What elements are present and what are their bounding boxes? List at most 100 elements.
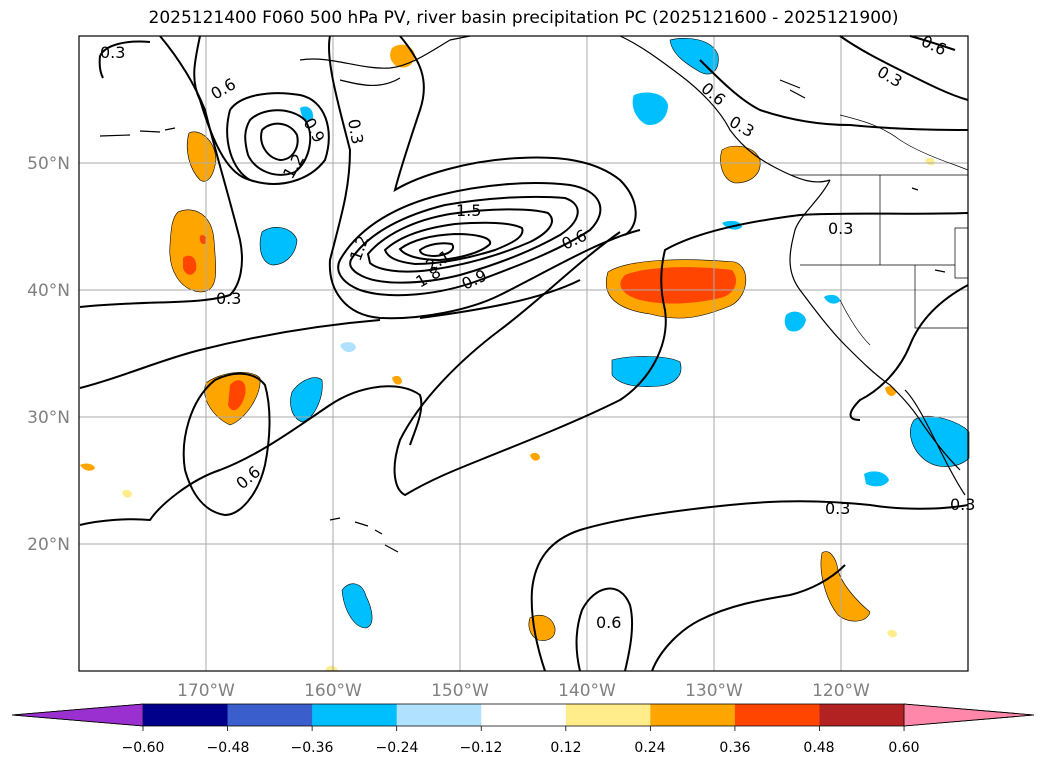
precipitation-shading (80, 37, 970, 671)
precip-patch (259, 227, 298, 266)
gridlines (79, 36, 968, 671)
map-frame (78, 35, 969, 672)
colorbar-tick-label: −0.48 (207, 740, 250, 756)
contour-label: 0.3 (344, 117, 367, 145)
contour-0.6-far-southeast (651, 564, 846, 672)
contour-label: 0.6 (596, 613, 621, 632)
latitude-labels: 50°N 40°N 30°N 20°N (27, 154, 70, 555)
precip-patch (632, 92, 668, 126)
political-borders (790, 114, 969, 346)
precip-patch (611, 356, 682, 387)
colorbar-tick-label: −0.24 (376, 740, 419, 756)
lon-label: 140°W (558, 681, 616, 701)
precip-patch (390, 44, 415, 68)
colorbar-segment (227, 704, 313, 726)
contour-label: 0.9 (459, 266, 490, 294)
contour-0.3-north-loop (79, 35, 243, 308)
precip-patch (392, 375, 402, 385)
contour-0.6-south-loop (575, 587, 634, 672)
contour-low-loop (260, 122, 299, 162)
contour-0.6-south (79, 385, 423, 526)
colorbar-segment (650, 704, 736, 726)
lon-label: 150°W (431, 681, 489, 701)
contour-jet-3 (366, 208, 553, 273)
contour-label: 0.6 (232, 462, 264, 493)
precip-patch (820, 551, 871, 622)
longitude-labels: 170°W 160°W 150°W 140°W 130°W 120°W (177, 681, 870, 701)
precip-patch (620, 267, 736, 304)
contour-label: 0.3 (874, 62, 906, 91)
contour-0.6-west (193, 35, 251, 181)
precip-patch (122, 489, 132, 498)
contour-0.6-west-loop (182, 372, 271, 517)
colorbar-tick-label: 0.60 (888, 740, 919, 756)
precip-patch (199, 235, 207, 245)
precip-patch (784, 311, 806, 332)
contour-label: 1.5 (456, 201, 481, 220)
precip-patch (169, 209, 217, 293)
colorbar-tick-label: −0.60 (122, 740, 165, 756)
precip-patch (885, 386, 896, 396)
colorbar-segment (396, 704, 482, 726)
colorbar (11, 703, 1035, 731)
contour-jet-4 (383, 221, 524, 266)
contour-0.6-ne (909, 35, 956, 51)
contour-label: 0.3 (216, 289, 241, 308)
colorbar-tick-label: 0.48 (803, 740, 834, 756)
precip-patch (720, 145, 761, 184)
precip-patch (864, 471, 889, 487)
colorbar-tick-label: 0.36 (719, 740, 750, 756)
precip-patch (183, 255, 197, 275)
colorbar-ticks: −0.60 −0.48 −0.36 −0.24 −0.12 0.12 0.24 … (122, 740, 920, 756)
colorbar-tick-label: −0.12 (460, 740, 503, 756)
contour-0.3-east (849, 284, 969, 421)
lat-label: 30°N (27, 408, 70, 428)
lon-label: 120°W (812, 681, 870, 701)
contour-jet-5 (398, 232, 492, 262)
contour-label: 0.6 (559, 226, 590, 254)
precip-patch (340, 342, 356, 353)
precip-patch (925, 157, 935, 166)
contour-0.6-jet-tail (393, 212, 969, 497)
precip-patch (669, 37, 719, 75)
precip-patch (824, 294, 840, 304)
colorbar-segment (565, 704, 651, 726)
contour-jet-2 (349, 195, 579, 284)
contour-label: 0.3 (828, 219, 853, 238)
precip-patch (341, 583, 373, 629)
lat-label: 20°N (27, 535, 70, 555)
precip-patch (910, 416, 970, 467)
contour-0.3-bc (699, 59, 969, 131)
lon-label: 170°W (177, 681, 235, 701)
lon-label: 160°W (304, 681, 362, 701)
map-title: 2025121400 F060 500 hPa PV, river basin … (148, 8, 899, 28)
contour-label: 0.6 (208, 74, 240, 103)
contour-label: 0.3 (100, 43, 125, 62)
contour-label: 0.3 (726, 112, 758, 141)
colorbar-tick-label: 0.24 (634, 740, 665, 756)
colorbar-tick-label: 0.12 (550, 740, 581, 756)
contour-inner-loop (244, 109, 312, 176)
colorbar-tick-label: −0.36 (291, 740, 334, 756)
colorbar-segment (734, 704, 820, 726)
precip-patch (326, 665, 338, 671)
contour-jet-6 (418, 242, 454, 258)
precip-patch (290, 377, 323, 423)
pv-contours (79, 35, 969, 672)
contour-outer-loop (226, 92, 330, 185)
precip-patch (530, 452, 540, 461)
contour-0.3-main (79, 279, 581, 389)
contour-jet-outer (337, 182, 602, 297)
colorbar-segment (819, 704, 905, 726)
lon-label: 130°W (685, 681, 743, 701)
colorbar-extend-low (11, 703, 144, 727)
lat-label: 50°N (27, 154, 70, 174)
coastlines (99, 35, 966, 553)
colorbar-segment (312, 704, 398, 726)
precip-patch (887, 629, 897, 638)
colorbar-segment (143, 704, 229, 726)
contour-0.3-center (328, 35, 641, 320)
contour-0.3-southeast (530, 500, 969, 672)
precip-patch (80, 463, 95, 471)
